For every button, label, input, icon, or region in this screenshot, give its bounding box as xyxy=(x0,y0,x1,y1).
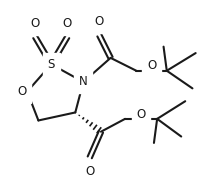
Text: O: O xyxy=(17,85,26,98)
Text: S: S xyxy=(48,58,55,71)
Text: O: O xyxy=(95,15,104,28)
Text: N: N xyxy=(79,75,88,89)
Text: O: O xyxy=(31,17,40,30)
Text: O: O xyxy=(137,108,146,121)
Text: O: O xyxy=(63,17,72,30)
Text: O: O xyxy=(147,59,156,72)
Text: O: O xyxy=(85,165,94,178)
